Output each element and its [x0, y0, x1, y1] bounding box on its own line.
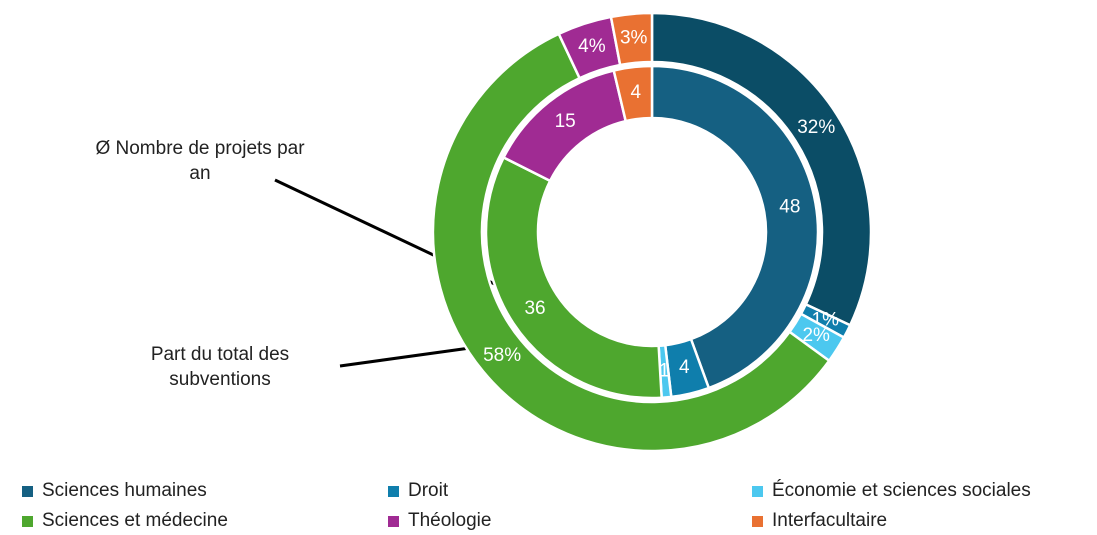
legend-label: Sciences humaines — [42, 480, 207, 501]
data-label: 58% — [483, 345, 521, 366]
inner-ring-annotation: Ø Nombre de projets par an — [95, 138, 305, 184]
data-label: 48 — [779, 197, 800, 218]
data-label: 4 — [679, 357, 690, 378]
legend-swatch — [388, 515, 399, 527]
legend-swatch — [752, 515, 763, 527]
data-label: 36 — [524, 298, 545, 319]
data-label: 15 — [555, 111, 576, 132]
legend-label: Interfacultaire — [772, 510, 888, 531]
callout-line — [339, 346, 471, 368]
legend-item: Droit — [388, 480, 448, 502]
data-label: 32% — [797, 117, 835, 138]
legend-swatch — [22, 485, 33, 497]
legend-label: Droit — [408, 480, 449, 501]
legend-label: Économie et sciences sociales — [772, 480, 1031, 501]
data-label: 3% — [620, 27, 648, 48]
data-label: 1 — [659, 360, 670, 381]
legend-swatch — [752, 485, 763, 497]
donut-slice — [431, 32, 831, 453]
legend-item: Théologie — [388, 510, 491, 532]
donut-slice — [609, 11, 654, 67]
donut-slice — [484, 155, 663, 400]
donut-slice — [612, 64, 654, 123]
data-label: 2% — [802, 325, 830, 346]
legend-label: Théologie — [408, 510, 492, 531]
data-label: 4 — [630, 82, 641, 103]
donut-slice — [650, 64, 820, 390]
data-label: 4% — [578, 36, 606, 57]
legend-item: Économie et sciences sociales — [752, 480, 1031, 502]
legend-label: Sciences et médecine — [42, 510, 228, 531]
legend-item: Interfacultaire — [752, 510, 887, 532]
outer-ring-annotation: Part du total des subventions — [150, 344, 290, 390]
legend-swatch — [388, 485, 399, 497]
legend-item: Sciences humaines — [22, 480, 207, 502]
legend-item: Sciences et médecine — [22, 510, 228, 532]
legend-swatch — [22, 515, 33, 527]
